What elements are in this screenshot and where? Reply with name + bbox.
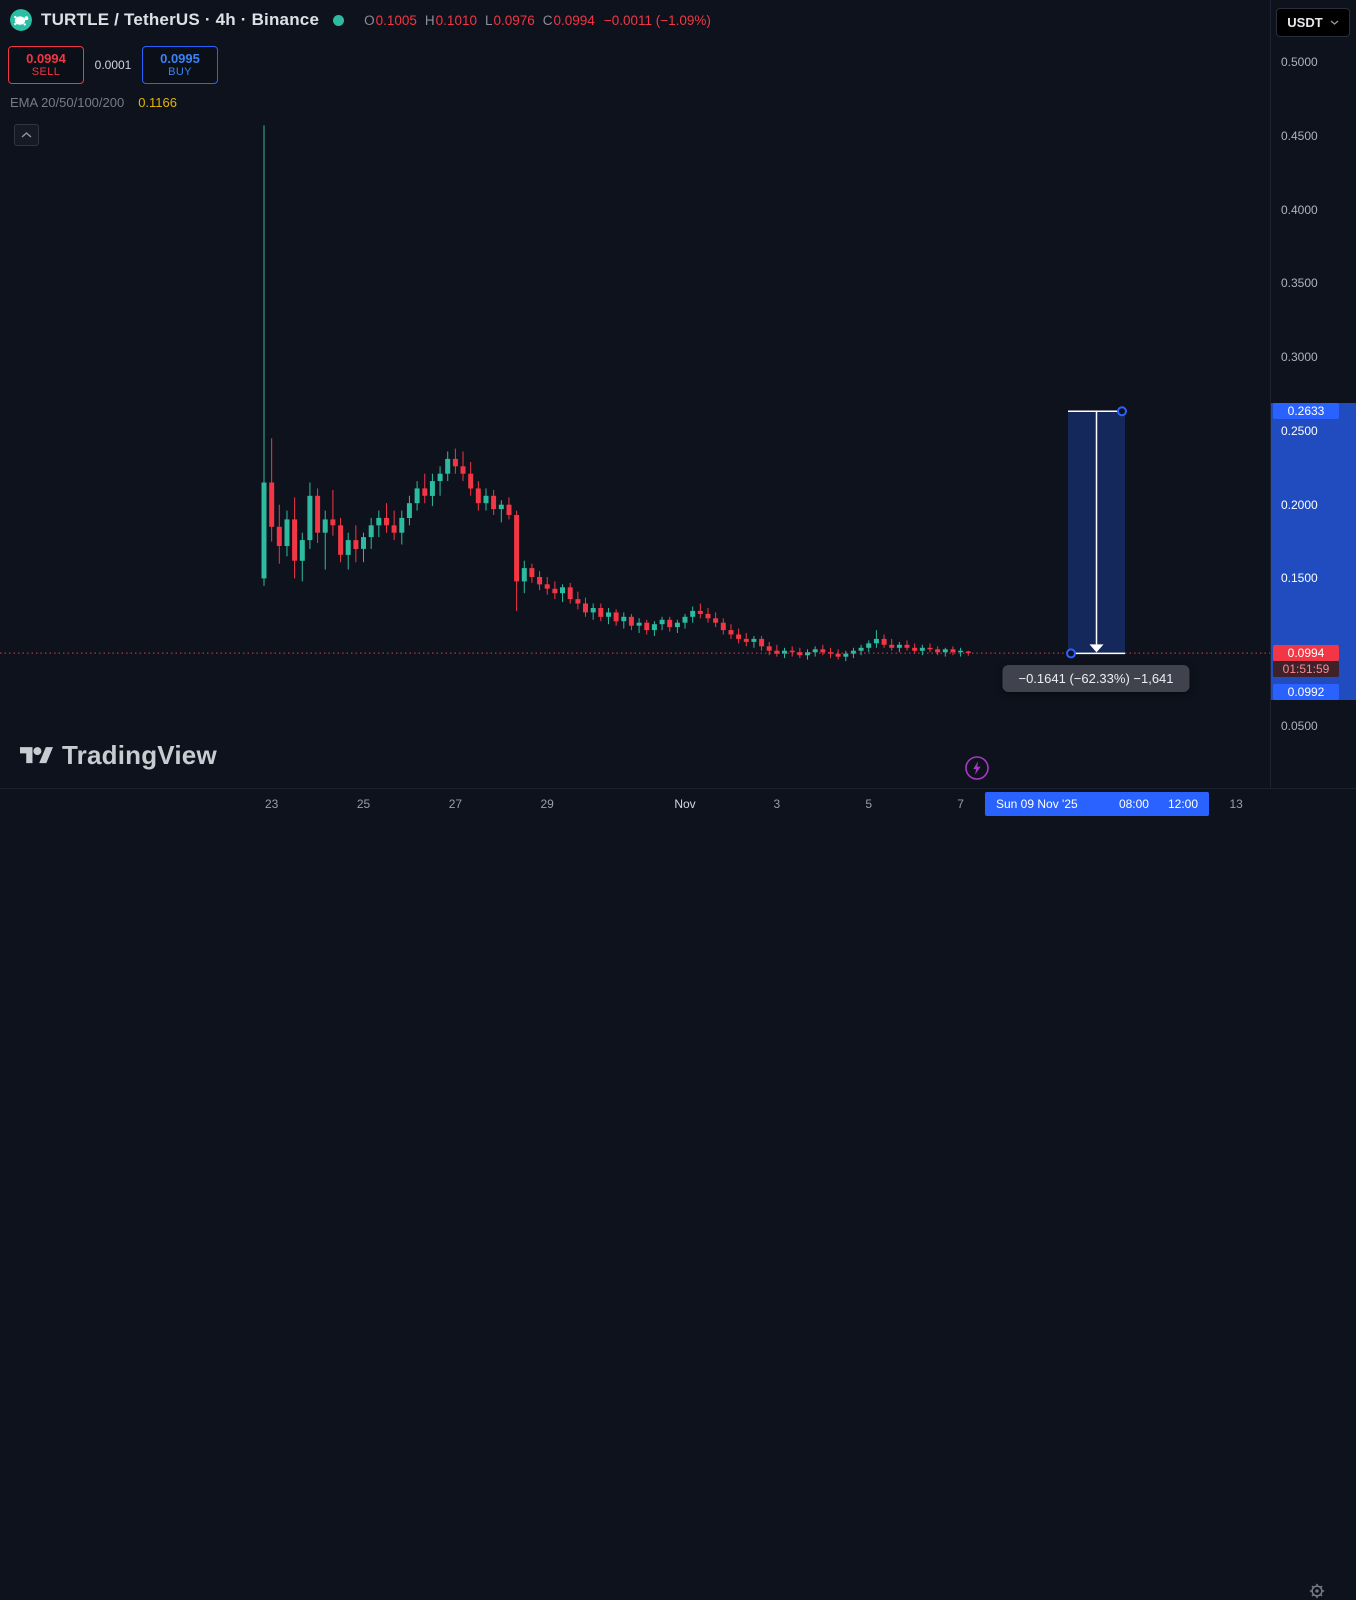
chevron-up-icon — [21, 132, 32, 138]
time-tick: 23 — [265, 797, 279, 811]
lightning-bolt-icon[interactable] — [964, 755, 990, 781]
tradingview-logo-icon — [20, 746, 53, 763]
collapse-panel-button[interactable] — [14, 124, 39, 146]
currency-dropdown-button[interactable]: USDT — [1276, 8, 1350, 37]
ohlc-low-label: L — [484, 12, 493, 28]
buy-price: 0.0995 — [160, 51, 200, 66]
gear-icon[interactable] — [1308, 1582, 1326, 1600]
measure-time-start: 08:00 — [1118, 797, 1149, 811]
measure-date-range-highlight: Sun 09 Nov '25 08:00 12:00 — [985, 792, 1209, 816]
buy-button[interactable]: 0.0995 BUY — [142, 46, 218, 84]
countdown-badge: 01:51:59 — [1273, 661, 1339, 678]
time-tick: 27 — [448, 797, 463, 811]
measure-tooltip: −0.1641 (−62.33%) −1,641 — [1002, 665, 1190, 692]
ohlc-low-value: 0.0976 — [493, 12, 535, 28]
ohlc-close-label: C — [542, 12, 553, 28]
measure-date-label: Sun 09 Nov '25 — [996, 797, 1078, 811]
measure-end-handle[interactable] — [1066, 648, 1076, 659]
price-tick: 0.2000 — [1281, 497, 1318, 512]
ohlc-high-label: H — [424, 12, 435, 28]
time-tick: Nov — [674, 797, 696, 811]
turtle-icon — [10, 9, 32, 31]
price-tick: 0.4500 — [1281, 128, 1318, 143]
tradingview-logo-text: TradingView — [62, 740, 217, 770]
measure-arrow-down-icon — [1089, 644, 1104, 653]
candlestick-series — [261, 125, 971, 662]
spread-value: 0.0001 — [94, 58, 132, 72]
trade-panel: 0.0994 SELL 0.0001 0.0995 BUY — [8, 46, 218, 84]
symbol-header: TURTLE / TetherUS · 4h · Binance O 0.1005… — [10, 9, 711, 31]
measure-start-handle[interactable] — [1117, 406, 1127, 417]
price-tick: 0.4000 — [1281, 202, 1318, 217]
ema-indicator-value: 0.1166 — [138, 95, 177, 110]
measure-start-badge: 0.2633 — [1273, 403, 1339, 420]
ema-indicator-label: EMA 20/50/100/200 — [10, 95, 125, 110]
measure-tool[interactable] — [1066, 406, 1127, 659]
ohlc-open-value: 0.1005 — [375, 12, 417, 28]
time-axis[interactable]: 23 25 27 29 Nov 3 5 7 13 Sun 09 Nov '25 08:00 12… — [0, 788, 1356, 1599]
currency-dropdown-label: USDT — [1287, 15, 1323, 30]
ohlc-open-label: O — [364, 12, 375, 28]
sell-label: SELL — [31, 66, 61, 78]
price-change: −0.0011 (−1.09%) — [603, 12, 711, 28]
time-tick: 13 — [1229, 797, 1243, 811]
price-tick: 0.0500 — [1281, 719, 1318, 733]
candlestick-chart — [0, 125, 1270, 662]
tradingview-logo[interactable]: TradingView — [20, 740, 217, 771]
price-tick: 0.2500 — [1281, 423, 1318, 438]
ema-indicator[interactable]: EMA 20/50/100/200 0.1166 — [10, 95, 177, 110]
symbol-title[interactable]: TURTLE / TetherUS · 4h · Binance — [41, 10, 320, 29]
price-tick: 0.1500 — [1281, 571, 1318, 586]
measure-end-badge: 0.0992 — [1273, 684, 1339, 701]
time-tick: 5 — [865, 797, 873, 811]
time-tick: 29 — [540, 797, 554, 811]
price-tick: 0.5000 — [1281, 55, 1318, 69]
sell-price: 0.0994 — [26, 51, 66, 66]
price-tick: 0.3000 — [1281, 350, 1318, 365]
time-tick: 3 — [773, 797, 781, 811]
ohlc-values: O 0.1005 H 0.1010 L 0.0976 C 0.0994 — [356, 13, 595, 28]
price-axis[interactable]: 0.5000 0.4500 0.4000 0.3500 0.3000 0.2500 0.20… — [1270, 0, 1356, 788]
current-price-badge: 0.0994 — [1273, 645, 1339, 662]
time-tick: 25 — [356, 797, 371, 811]
price-tick: 0.3500 — [1281, 276, 1318, 291]
time-tick: 7 — [957, 797, 964, 811]
measure-time-end: 12:00 — [1167, 797, 1198, 811]
ohlc-close-value: 0.0994 — [553, 12, 595, 28]
market-status-icon — [333, 14, 345, 26]
sell-button[interactable]: 0.0994 SELL — [8, 46, 84, 84]
buy-label: BUY — [168, 66, 192, 78]
chevron-down-icon — [1330, 20, 1339, 25]
chart-plot-area[interactable]: −0.1641 (−62.33%) −1,641 — [0, 0, 1270, 788]
ohlc-high-value: 0.1010 — [435, 12, 477, 28]
